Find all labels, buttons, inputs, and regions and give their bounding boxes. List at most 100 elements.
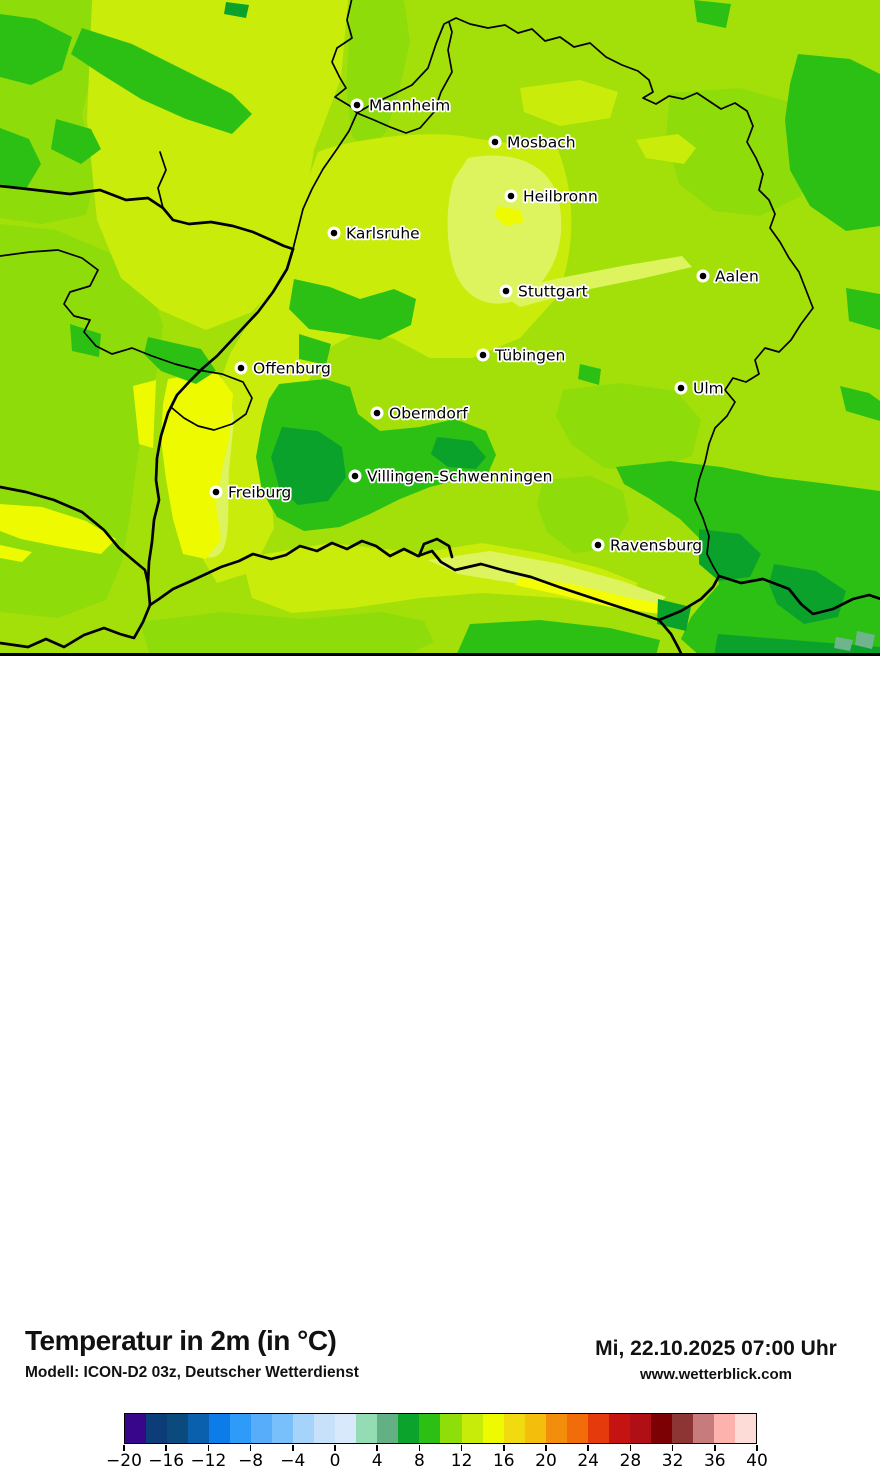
border-line-france-pfalz (0, 184, 295, 251)
border-line-basel (0, 603, 152, 649)
temp-region-blob (769, 564, 846, 624)
temp-region-blob (140, 612, 434, 656)
temp-region-blob (51, 119, 101, 164)
city-label: Ulm (693, 380, 724, 398)
map-title: Temperatur in 2m (in °C) (25, 1325, 337, 1356)
legend-tick-label: 12 (450, 1451, 473, 1471)
temp-region-blob (456, 620, 660, 656)
city-label: Aalen (715, 268, 759, 286)
city-label: Oberndorf (389, 405, 468, 423)
legend-tick-label: 24 (577, 1451, 599, 1471)
legend-tick-label: −8 (238, 1451, 264, 1471)
city-marker-karlsruhe: Karlsruhe (327, 223, 421, 244)
temp-region-blob (447, 155, 562, 304)
temp-regions-mid (0, 0, 810, 656)
temp-region-blob (537, 476, 629, 553)
border-line-hochrhein (148, 539, 457, 607)
city-dot (353, 101, 361, 109)
legend-segment (440, 1414, 462, 1443)
map-bottom-frame (0, 653, 880, 656)
legend-tick-label: 16 (492, 1451, 515, 1471)
model-info: Modell: ICON-D2 03z, Deutscher Wetterdie… (25, 1364, 359, 1381)
legend-tick-label: 36 (703, 1451, 726, 1471)
city-dot (491, 138, 499, 146)
city-label: Freiburg (228, 484, 291, 502)
city-dot (699, 272, 707, 280)
border-line-lake-east (657, 574, 721, 622)
legend-segment (209, 1414, 231, 1443)
temp-region-blob (578, 364, 601, 385)
legend-segment (608, 1414, 630, 1443)
info-footer: Temperatur in 2m (in °C) Modell: ICON-D2… (0, 656, 880, 1471)
temp-region-blob (494, 206, 524, 226)
city-dot (237, 364, 245, 372)
city-label: Villingen-Schwenningen (367, 468, 552, 486)
temp-region-blob (299, 334, 331, 365)
city-marker-heilbronn: Heilbronn (504, 186, 600, 207)
city-label: Ravensburg (610, 537, 702, 555)
temp-region-blob (855, 631, 875, 649)
legend-segment (419, 1414, 441, 1443)
city-label: Stuttgart (518, 283, 588, 301)
border-line-schaffhausen (417, 537, 454, 559)
temp-region-blob (431, 437, 486, 469)
temp-regions-teal (834, 631, 875, 651)
border-line-rhine-north (292, 0, 358, 250)
legend-segment (650, 1414, 672, 1443)
temp-region-blob (0, 504, 116, 554)
legend-segment (293, 1414, 315, 1443)
city-marker-offenburg: Offenburg (234, 358, 333, 379)
temp-region-blob (636, 134, 696, 164)
legend-tick-label: 20 (535, 1451, 557, 1471)
website-url: www.wetterblick.com (640, 1366, 792, 1383)
legend-segment (188, 1414, 210, 1443)
temp-region-blob (785, 54, 880, 231)
legend-segment (461, 1414, 483, 1443)
city-label: Mannheim (369, 97, 450, 115)
temp-region-blob (498, 256, 692, 307)
legend-segment (587, 1414, 609, 1443)
border-line-southwest (0, 485, 150, 585)
temp-region-blob (840, 386, 880, 421)
legend-segment (482, 1414, 504, 1443)
legend-tick-label: −20 (106, 1451, 142, 1471)
city-dot (330, 229, 338, 237)
legend-colorbar (124, 1413, 757, 1444)
legend-tick-label: 40 (746, 1451, 768, 1471)
city-marker-freiburg: Freiburg (209, 482, 293, 503)
city-dot (594, 541, 602, 549)
temp-region-blob (694, 0, 731, 28)
temp-regions-yellow (0, 206, 690, 614)
city-dot (373, 409, 381, 417)
legend-tick-label: 0 (329, 1451, 341, 1471)
city-dot (351, 472, 359, 480)
city-marker-aalen: Aalen (696, 266, 761, 287)
city-dot (507, 192, 515, 200)
legend-tick-label: 8 (413, 1451, 425, 1471)
legend-tick-label: 4 (371, 1451, 383, 1471)
temp-region-blob (834, 637, 853, 651)
border-line-austria (717, 574, 880, 616)
legend-segment (335, 1414, 357, 1443)
city-markers: Mannheim Mosbach Heilbronn Karlsruhe Aalen St… (209, 95, 761, 556)
city-marker-mosbach: Mosbach (488, 132, 577, 153)
datetime-block: Mi, 22.10.2025 07:00 Uhr www.wetterblick… (570, 1337, 862, 1383)
legend-segment (230, 1414, 252, 1443)
temp-region-blob (0, 545, 32, 562)
legend-segment (671, 1414, 693, 1443)
temp-region-blob (133, 380, 156, 448)
legend-segment (272, 1414, 294, 1443)
city-marker-t-bingen: Tübingen (476, 345, 567, 366)
temp-region-blob (224, 2, 249, 18)
legend-segment (146, 1414, 168, 1443)
city-dot (677, 384, 685, 392)
city-label: Heilbronn (523, 188, 598, 206)
temp-region-blob (346, 0, 410, 152)
city-label: Offenburg (253, 360, 331, 378)
border-line-france-rhine (146, 247, 295, 607)
city-marker-villingen-schwenningen: Villingen-Schwenningen (348, 466, 554, 487)
legend-segment (251, 1414, 273, 1443)
city-marker-ulm: Ulm (674, 378, 726, 399)
border-line-vosges (0, 249, 253, 431)
legend-segment (356, 1414, 378, 1443)
